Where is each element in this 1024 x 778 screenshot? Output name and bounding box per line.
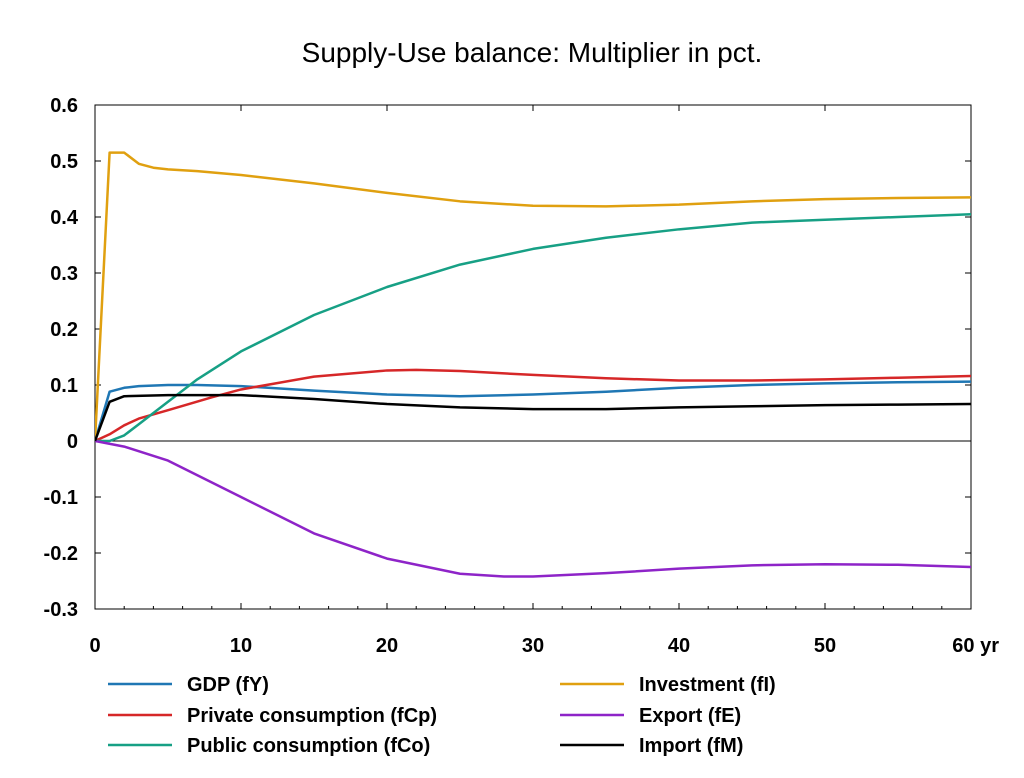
legend-label-investment-fi: Investment (fI) (639, 674, 776, 696)
x-tick-label: 10 (230, 635, 252, 657)
y-tick-label: 0.3 (50, 263, 78, 285)
series-line-investment-fi (95, 151, 971, 442)
series-line-export-fe (95, 439, 971, 578)
x-tick-label: 50 (814, 635, 836, 657)
y-tick-label: -0.1 (44, 487, 78, 509)
y-tick-label: 0.5 (50, 151, 78, 173)
plot-frame (94, 104, 972, 610)
chart-title: Supply-Use balance: Multiplier in pct. (302, 37, 763, 68)
y-tick-label: 0 (67, 431, 78, 453)
legend-label-export-fe: Export (fE) (639, 705, 741, 727)
y-tick-label: 0.1 (50, 375, 78, 397)
series-line-private-consumption-fcp (95, 368, 971, 443)
legend: GDP (fY) Private consumption (fCp) Public … (108, 674, 776, 757)
legend-label-private-consumption-fcp: Private consumption (fCp) (187, 705, 437, 727)
y-tick-label: -0.2 (44, 543, 78, 565)
y-tick-label: -0.3 (44, 599, 78, 621)
y-tick-label: 0.2 (50, 319, 78, 341)
legend-label-import-fm: Import (fM) (639, 735, 743, 757)
x-tick-label: 40 (668, 635, 690, 657)
series-lines (95, 151, 971, 578)
x-tick-label: 30 (522, 635, 544, 657)
x-tick-label: 20 (376, 635, 398, 657)
series-line-import-fm (95, 393, 971, 442)
series-line-gdp-fy (95, 380, 971, 442)
x-tick-label: 60 yr (952, 635, 999, 657)
y-tick-label: 0.6 (50, 95, 78, 117)
legend-label-public-consumption-fco: Public consumption (fCo) (187, 735, 430, 757)
legend-label-gdp-fy: GDP (fY) (187, 674, 269, 696)
plot-area: -0.3 -0.2 -0.1 0 0.1 0.2 0.3 0.4 0.5 0.6 0 10 20 30 40… (44, 95, 1000, 657)
series-line-public-consumption-fco (95, 212, 971, 443)
x-tick-label: 0 (89, 635, 100, 657)
y-tick-label: 0.4 (50, 207, 79, 229)
